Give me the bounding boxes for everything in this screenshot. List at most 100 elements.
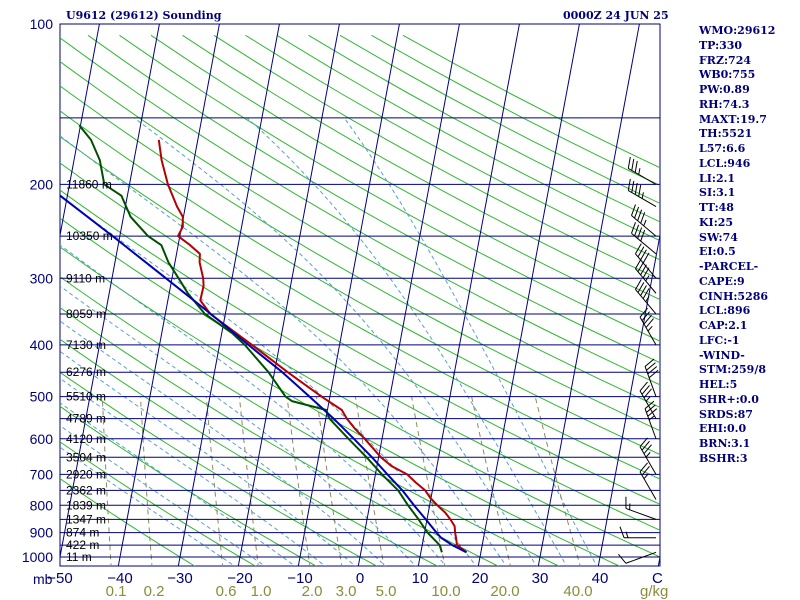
isotherm xyxy=(477,24,580,566)
wind-barb-half-flag xyxy=(641,192,644,199)
wind-barb-flag xyxy=(644,358,655,367)
wind-barb-half-flag xyxy=(645,452,651,458)
wind-barb-flag xyxy=(634,206,640,219)
wind-barb-flag xyxy=(627,178,631,191)
pressure-axis-labels: 100 200 300 400 500 600 700 800 900 1000 mb xyxy=(22,16,53,587)
wind-barb-flag xyxy=(642,252,650,264)
wind-barb xyxy=(634,279,657,315)
wind-barb-flag xyxy=(618,553,627,564)
wind-barb-staff xyxy=(635,253,657,279)
wind-barb-flag xyxy=(640,212,646,224)
temperature-tick-label: −20 xyxy=(227,570,252,587)
wind-barb-flag xyxy=(639,462,648,473)
wind-barb xyxy=(639,437,657,475)
wind-barb-half-flag xyxy=(625,531,629,538)
stability-indices: WMO:29612 TP:330 FRZ:724 WB0:755 PW:0.89 RH:7… xyxy=(699,24,775,467)
mixing-ratio-tick-label: 10.0 xyxy=(431,583,460,600)
wind-barb-half-flag xyxy=(643,219,647,227)
wind-barb-flag xyxy=(641,311,650,321)
dry-adiabat xyxy=(119,34,660,342)
wind-barb xyxy=(644,358,659,397)
mixing-ratio-tick-label: 1.0 xyxy=(251,583,272,600)
height-label: 422 m xyxy=(66,538,99,552)
index-item: STM:259/8 xyxy=(699,363,766,377)
isotherm xyxy=(417,24,520,566)
index-item: TH:5521 xyxy=(699,127,753,141)
pressure-tick-label: 900 xyxy=(30,525,54,541)
wind-barb-flag xyxy=(638,184,642,197)
wind-barb-staff xyxy=(631,232,657,255)
height-label: 4789 m xyxy=(66,412,106,426)
isotherm xyxy=(537,24,640,566)
wind-barb-flag xyxy=(641,440,650,451)
parcel-trace xyxy=(60,194,467,554)
wind-barb-flag xyxy=(634,279,642,290)
mixing-ratio-line xyxy=(286,396,311,566)
height-label: 2362 m xyxy=(66,483,106,497)
mixing-ratio-tick-label: 40.0 xyxy=(563,583,592,600)
wind-barb-staff xyxy=(628,190,657,207)
dry-adiabat xyxy=(87,34,660,364)
wind-barb-flag xyxy=(639,437,648,448)
pressure-tick-label: 1000 xyxy=(22,549,53,565)
wind-barb-flag xyxy=(619,526,625,538)
index-item: BRN:3.1 xyxy=(699,437,751,450)
dry-adiabat xyxy=(60,110,660,456)
index-item: FRZ:724 xyxy=(699,53,752,67)
temperature-tick-label: −50 xyxy=(47,570,72,587)
wind-barb-staff xyxy=(644,366,657,397)
wind-barb-staff xyxy=(644,408,657,439)
wind-barb-flag xyxy=(639,381,648,392)
wind-barb-flag xyxy=(631,222,636,234)
height-label: 1347 m xyxy=(66,512,106,526)
wind-barb-half-flag xyxy=(648,415,655,421)
mixing-ratio-line xyxy=(316,396,343,566)
dry-adiabat xyxy=(245,34,660,261)
wind-barb-half-flag xyxy=(645,396,651,402)
wind-barb-flag xyxy=(644,400,655,410)
index-item: PW:0.89 xyxy=(699,83,750,96)
wind-barb xyxy=(618,551,657,564)
dry-adiabat xyxy=(182,34,660,301)
index-item: TP:330 xyxy=(699,38,743,52)
wind-barb-flag xyxy=(641,385,650,395)
isotherm xyxy=(297,24,400,566)
temperature-tick-label: 20 xyxy=(472,570,489,587)
temperature-tick-label: 40 xyxy=(592,570,609,587)
index-item: EI:0.5 xyxy=(699,245,736,259)
index-item: -PARCEL- xyxy=(699,260,759,273)
height-label: 1839 m xyxy=(66,498,106,512)
index-item: CINH:5286 xyxy=(699,289,769,303)
pressure-tick-label: 700 xyxy=(30,466,54,482)
isotherm xyxy=(597,232,660,566)
index-item: WB0:755 xyxy=(699,68,756,82)
mixing-ratio-line xyxy=(238,396,259,566)
dry-adiabat xyxy=(60,276,560,566)
dry-adiabat xyxy=(150,34,660,321)
height-label: 4120 m xyxy=(66,432,106,446)
wind-barb xyxy=(627,178,657,207)
wind-barb xyxy=(639,381,657,419)
wind-barb-half-flag xyxy=(645,296,650,302)
wind-barb-flag xyxy=(640,285,647,296)
wind-barb-flag xyxy=(647,366,658,375)
temperature-tick-label: 0 xyxy=(356,570,364,587)
index-item: CAPE:9 xyxy=(699,274,745,288)
wind-barb-staff xyxy=(628,168,657,185)
dry-adiabat xyxy=(60,478,196,566)
wind-barb-staff xyxy=(639,390,657,419)
dry-adiabat xyxy=(60,37,660,386)
pressure-tick-label: 400 xyxy=(30,337,54,353)
temperature-tick-label: 10 xyxy=(412,570,429,587)
pressure-tick-label: 500 xyxy=(30,389,54,405)
wind-barb xyxy=(631,204,657,237)
height-label: 874 m xyxy=(66,526,99,540)
mixing-ratio-tick-label: 0.2 xyxy=(144,583,165,600)
station-title: U9612 (29612) Sounding xyxy=(66,9,222,22)
index-item: CAP:2.1 xyxy=(699,319,748,332)
dry-adiabat xyxy=(60,162,660,505)
wind-barb-flag xyxy=(645,318,654,328)
wind-barb-flag xyxy=(634,224,640,237)
mixing-ratio-line xyxy=(205,396,224,566)
height-label: 5510 m xyxy=(66,390,106,404)
